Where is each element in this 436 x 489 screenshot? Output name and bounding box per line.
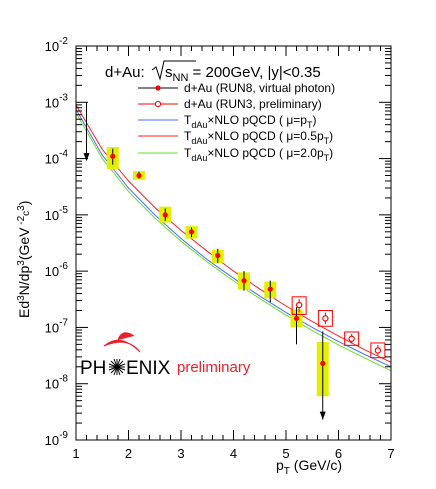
x-tick-label: 1 — [72, 446, 79, 461]
y-axis-title: Ed3N/dp3(GeV -2c3) — [16, 201, 32, 318]
x-tick-label: 7 — [387, 446, 394, 461]
legend-label: d+Au (RUN8, virtual photon) — [184, 81, 335, 95]
syst-box-open — [317, 309, 333, 327]
y-tick-label: 10-3 — [45, 92, 69, 110]
y-tick-label: 10-2 — [45, 36, 69, 54]
theory-curve-2 — [76, 109, 391, 368]
data-point — [267, 286, 273, 292]
x-tick-label: 3 — [177, 446, 184, 461]
legend-marker-open — [154, 100, 162, 108]
data-point-open — [348, 335, 355, 342]
data-point-open — [295, 301, 303, 309]
syst-box-open — [370, 342, 386, 359]
data-points — [83, 102, 382, 420]
phenix-swoosh-icon — [103, 332, 141, 353]
y-tick-label: 10-6 — [45, 261, 69, 279]
y-tick-label: 10-7 — [45, 317, 69, 335]
y-tick-label: 10-4 — [45, 149, 69, 167]
data-point — [241, 277, 247, 284]
data-point — [188, 229, 195, 235]
theory-curve-3 — [76, 104, 391, 363]
svg-text:d+Au:: d+Au: — [105, 64, 145, 81]
data-point — [320, 360, 326, 366]
svg-text:PH: PH — [80, 358, 106, 379]
low-pt-arrow — [83, 153, 90, 162]
data-point — [136, 172, 142, 179]
y-tick-label: 10-8 — [45, 374, 69, 392]
legend-label: TdAu×NLO pQCD ( μ=0.5pT) — [184, 129, 333, 146]
sqrt-symbol — [151, 60, 196, 81]
y-tick-label: 10-9 — [45, 430, 69, 448]
svg-text:ENIX: ENIX — [126, 358, 171, 379]
x-tick-label: 4 — [230, 446, 237, 461]
x-tick-label: 5 — [282, 446, 289, 461]
x-axis-title: pT (GeV/c) — [276, 457, 342, 477]
legend-label: TdAu×NLO pQCD ( μ=2.0pT) — [184, 146, 333, 163]
data-point — [293, 315, 300, 321]
theory-curve-4 — [76, 112, 391, 372]
svg-text:preliminary: preliminary — [177, 359, 251, 376]
collision-annotation: d+Au: sNN = 200GeV, |y|<0.35 — [105, 60, 321, 84]
phenix-logo: PH ENIX preliminary — [80, 332, 251, 379]
theory-curves — [76, 104, 391, 372]
svg-text:sNN = 200GeV, |y|<0.35: sNN = 200GeV, |y|<0.35 — [165, 64, 321, 84]
data-point-open — [374, 347, 382, 354]
x-tick-label: 2 — [125, 446, 132, 461]
starburst-icon — [108, 358, 126, 376]
data-point-open — [322, 315, 329, 322]
syst-box-open — [291, 296, 307, 315]
legend: d+Au (RUN8, virtual photon) d+Au (RUN3, p… — [138, 81, 335, 163]
syst-box-open — [344, 331, 360, 346]
y-axis-ticks: 10-9 10-8 10-7 10-6 10-5 10-4 10-3 10-2 — [45, 36, 391, 448]
legend-label: d+Au (RUN3, preliminary) — [184, 97, 322, 111]
y-tick-label: 10-5 — [45, 205, 69, 223]
x-tick-label: 6 — [335, 446, 342, 461]
legend-label: TdAu×NLO pQCD ( μ=pT) — [184, 113, 316, 130]
x-axis-ticks: 1 2 3 4 5 6 7 — [72, 46, 395, 461]
data-point — [110, 153, 116, 159]
legend-marker-filled — [155, 85, 161, 91]
upper-limit-arrow — [319, 411, 326, 420]
data-point — [162, 212, 168, 218]
data-point — [215, 252, 221, 259]
